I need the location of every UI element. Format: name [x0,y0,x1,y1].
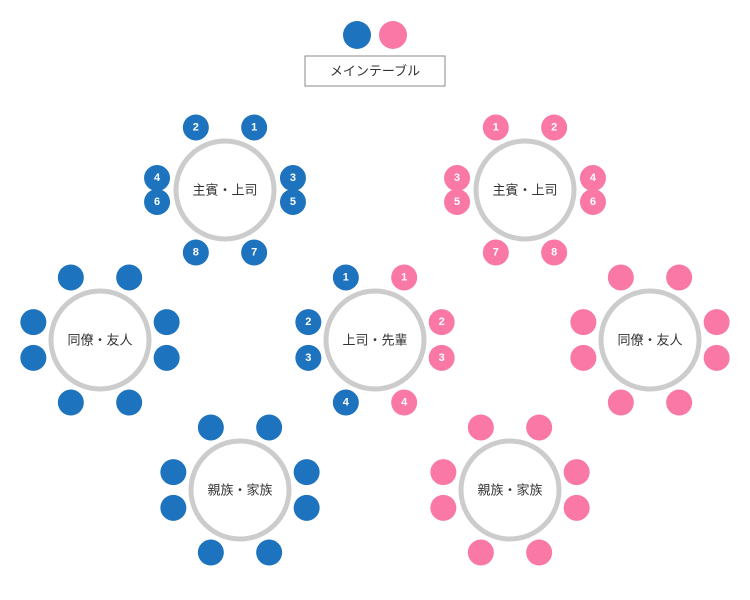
seat-circle [198,414,224,440]
table-label: 上司・先輩 [342,333,407,348]
seat-circle [58,390,84,416]
seat-number: 7 [493,247,499,259]
seating-chart: メインテーブル 1 2 3 4 5 6 7 8 主賓・上司 1 2 3 4 5 6 7 8 主賓・上司 1 1 2 2 3 3 4… [0,0,750,600]
seat-number: 8 [551,247,557,259]
seat-number: 4 [590,172,597,184]
seat-circle [608,390,634,416]
seat-circle [160,459,186,485]
seat-circle [666,390,692,416]
seat-number: 2 [439,316,445,328]
seat-number: 2 [193,121,199,133]
table-relatives-family-right: 親族・家族 [430,414,589,565]
seat-circle [526,540,552,566]
seat-circle [564,459,590,485]
main-table-label: メインテーブル [330,64,420,79]
seat-circle [294,495,320,521]
seat-circle [468,414,494,440]
seat-number: 1 [251,121,257,133]
seat-number: 4 [343,397,350,409]
seat-circle [608,264,634,290]
table-guest-boss-right: 1 2 3 4 5 6 7 8 主賓・上司 [444,114,606,265]
seat-circle [198,540,224,566]
seat-circle [116,390,142,416]
table-colleague-friend-left: 同僚・友人 [20,264,179,415]
seat-circle [294,459,320,485]
seat-number: 5 [290,196,296,208]
seat-number: 3 [305,352,311,364]
seat-number: 8 [193,247,199,259]
seat-circle [20,309,46,335]
seat-circle [526,414,552,440]
seat-circle [704,345,730,371]
seat-number: 4 [401,397,408,409]
seat-number: 3 [439,352,445,364]
seat-number: 4 [154,172,161,184]
table-label: 親族・家族 [207,483,272,498]
table-label: 親族・家族 [477,483,542,498]
seat-number: 1 [493,121,499,133]
seat-circle [666,264,692,290]
seat-circle [154,309,180,335]
seat-circle [564,495,590,521]
seat-circle [154,345,180,371]
seat-number: 7 [251,247,257,259]
seat-number: 2 [551,121,557,133]
seat-circle [116,264,142,290]
legend-blue-icon [343,21,371,49]
seat-circle [704,309,730,335]
seat-circle [468,540,494,566]
seat-number: 3 [454,172,460,184]
table-boss-senior-center: 1 1 2 2 3 3 4 4 上司・先輩 [295,264,454,415]
table-label: 同僚・友人 [67,333,132,348]
seat-number: 1 [401,271,407,283]
table-label: 主賓・上司 [492,183,557,198]
table-relatives-family-left: 親族・家族 [160,414,319,565]
seat-circle [570,309,596,335]
table-guest-boss-left: 1 2 3 4 5 6 7 8 主賓・上司 [144,114,306,265]
seat-number: 3 [290,172,296,184]
seat-circle [430,459,456,485]
seat-circle [430,495,456,521]
seat-circle [570,345,596,371]
seat-number: 5 [454,196,460,208]
seat-circle [20,345,46,371]
seat-number: 1 [343,271,349,283]
seat-circle [160,495,186,521]
seat-circle [58,264,84,290]
seat-circle [256,414,282,440]
seat-number: 6 [154,196,160,208]
seat-number: 2 [305,316,311,328]
table-label: 同僚・友人 [617,333,682,348]
seat-circle [256,540,282,566]
table-colleague-friend-right: 同僚・友人 [570,264,729,415]
legend-pink-icon [379,21,407,49]
table-label: 主賓・上司 [192,183,257,198]
seat-number: 6 [590,196,596,208]
